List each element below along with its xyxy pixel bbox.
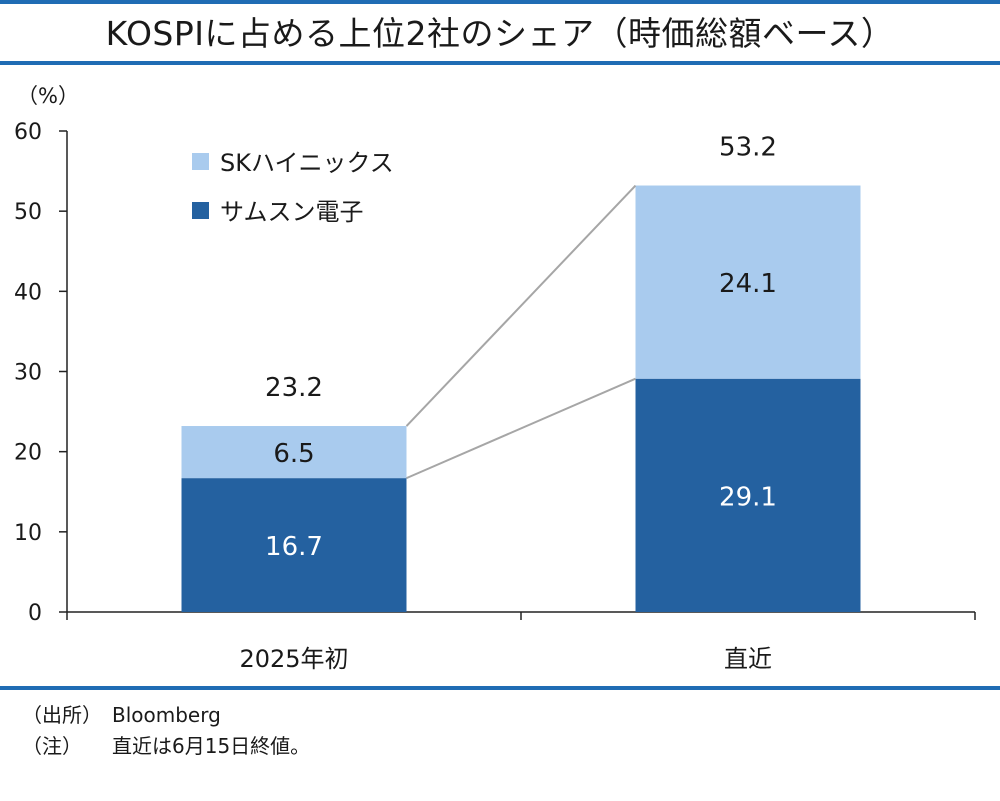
y-tick-label: 40 (14, 280, 42, 305)
legend-label: サムスン電子 (220, 198, 364, 226)
bar-segment-samsung (181, 478, 407, 612)
y-tick-label: 10 (14, 521, 42, 546)
x-category-label: 直近 (724, 645, 772, 673)
connector-line (406, 377, 636, 480)
remark-note: （注） 直近は6月15日終値。 (22, 731, 310, 762)
y-tick-label: 0 (28, 601, 42, 626)
bar-value-label: 29.1 (719, 482, 777, 512)
bar-segment-samsung (635, 378, 861, 612)
bar-segment-sk-hynix (181, 426, 407, 479)
source-note: （出所） Bloomberg (22, 700, 310, 731)
connector-line (405, 184, 637, 427)
remark-note-text: 直近は6月15日終値。 (112, 734, 311, 758)
bar-segment-sk-hynix (635, 185, 861, 379)
bar-value-label: 24.1 (719, 269, 777, 299)
title-rule (0, 61, 1000, 65)
source-note-text: Bloomberg (112, 703, 221, 727)
top-rule (0, 0, 1000, 4)
y-tick-label: 30 (14, 361, 42, 386)
y-tick-label: 60 (14, 120, 42, 145)
source-note-key: （出所） (22, 703, 102, 727)
bar-value-label: 16.7 (265, 532, 323, 562)
legend-swatch (192, 153, 209, 170)
chart-title: KOSPIに占める上位2社のシェア（時価総額ベース） (105, 14, 895, 53)
bar-total-label: 23.2 (265, 373, 323, 403)
legend-swatch (192, 202, 209, 219)
x-category-label: 2025年初 (239, 645, 348, 673)
footnotes: （出所） Bloomberg （注） 直近は6月15日終値。 (22, 700, 310, 762)
y-unit-label: （%） (17, 84, 79, 108)
remark-note-key: （注） (22, 734, 82, 758)
bottom-rule (0, 686, 1000, 690)
bar-total-label: 53.2 (719, 133, 777, 163)
bar-value-label: 6.5 (273, 439, 314, 469)
legend-label: SKハイニックス (220, 149, 394, 177)
y-tick-label: 20 (14, 441, 42, 466)
y-tick-label: 50 (14, 200, 42, 225)
